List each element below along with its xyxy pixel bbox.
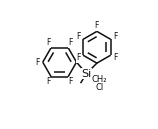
Text: F: F xyxy=(69,77,73,86)
Text: F: F xyxy=(113,53,118,62)
Text: Si: Si xyxy=(81,69,92,79)
Text: F: F xyxy=(69,38,73,47)
Text: CH₂: CH₂ xyxy=(91,75,107,84)
Text: F: F xyxy=(95,21,99,30)
Text: F: F xyxy=(76,32,81,41)
Text: Cl: Cl xyxy=(95,83,103,92)
Text: F: F xyxy=(35,58,40,67)
Text: F: F xyxy=(46,38,51,47)
Text: F: F xyxy=(113,32,118,41)
Text: F: F xyxy=(76,53,81,62)
Text: F: F xyxy=(46,77,51,86)
